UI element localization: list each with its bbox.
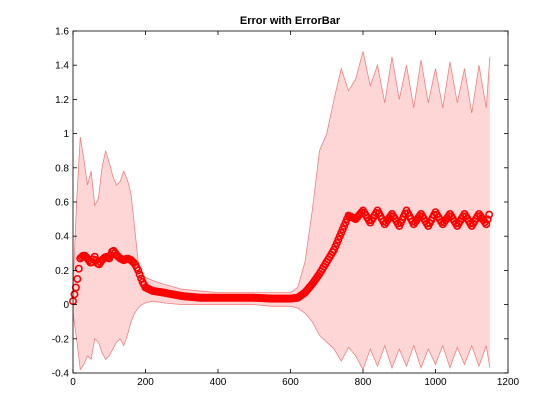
y-tick-label: 0 — [63, 300, 69, 311]
error-band-upper-edge — [72, 51, 491, 294]
x-tick-label: 1000 — [424, 377, 447, 388]
series-marker — [483, 215, 492, 224]
x-tick-label: 400 — [210, 377, 227, 388]
series-marker — [135, 270, 144, 279]
x-tick-label: 600 — [282, 377, 299, 388]
y-tick-label: 1.6 — [55, 27, 69, 38]
x-tick-label: 200 — [137, 377, 154, 388]
y-tick-label: -0.4 — [52, 369, 70, 380]
error-band-layer — [72, 51, 491, 371]
y-tick-label: -0.2 — [52, 334, 70, 345]
y-tick-label: 0.6 — [55, 198, 69, 209]
y-tick-label: 0.4 — [55, 232, 69, 243]
series-marker — [485, 210, 494, 219]
series-marker — [74, 264, 83, 273]
y-tick-label: 0.8 — [55, 163, 69, 174]
axes-layer: 0 200 400 600 800 1000 1200 -0.4 -0.2 0 0.2 0.4 0.6 0… — [52, 27, 520, 389]
y-tick-label: 1 — [63, 129, 69, 140]
series-marker — [73, 274, 82, 283]
x-tick-label: 1200 — [497, 377, 520, 388]
y-tick-label: 1.4 — [55, 61, 69, 72]
x-tick-label: 800 — [355, 377, 372, 388]
error-band-fill — [73, 51, 490, 370]
series-marker — [134, 266, 143, 275]
x-tick-label: 0 — [70, 377, 76, 388]
series-marker-layer — [69, 206, 494, 306]
chart-title: Error with ErrorBar — [240, 15, 341, 27]
y-tick-label: 1.2 — [55, 95, 69, 106]
error-band-lower-edge — [72, 300, 491, 371]
y-tick-label: 0.2 — [55, 266, 69, 277]
series-marker — [482, 220, 491, 229]
